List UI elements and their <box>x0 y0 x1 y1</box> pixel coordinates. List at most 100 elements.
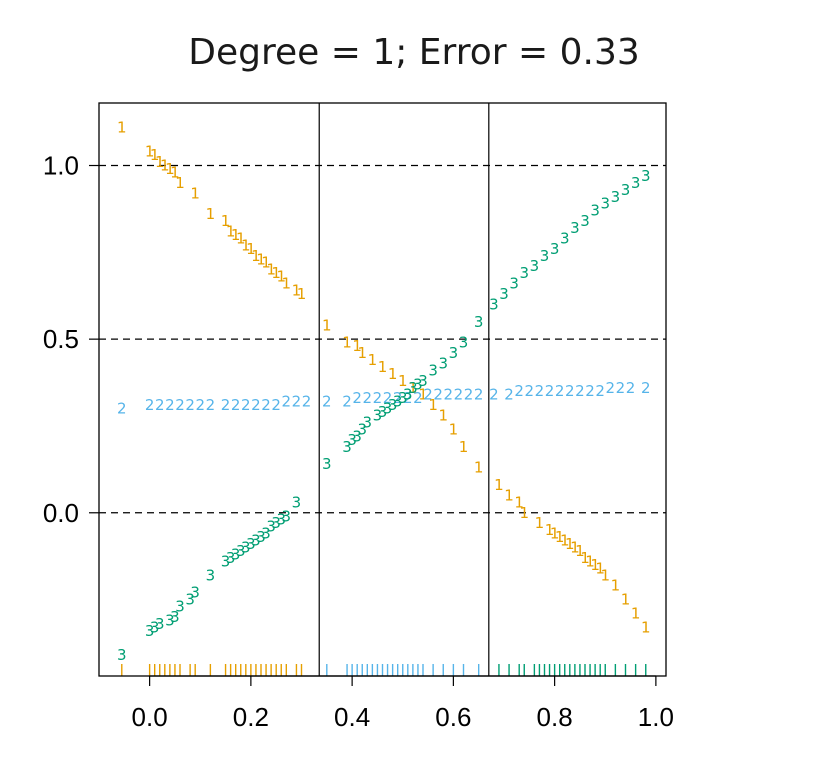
data-point-1: 1 <box>206 205 216 223</box>
data-point-1: 1 <box>631 604 641 622</box>
data-point-1: 1 <box>600 566 610 584</box>
data-point-2: 2 <box>433 386 443 404</box>
data-point-3: 3 <box>621 181 631 199</box>
data-point-3: 3 <box>378 403 388 421</box>
grid-lines <box>99 164 666 514</box>
data-point-1: 1 <box>459 438 469 456</box>
data-point-3: 3 <box>276 511 286 529</box>
data-point-3: 3 <box>530 257 540 275</box>
x-tick-label: 0.0 <box>132 702 168 732</box>
data-point-1: 1 <box>342 334 352 352</box>
data-point-3: 3 <box>117 646 127 664</box>
data-point-2: 2 <box>514 382 524 400</box>
data-point-3: 3 <box>590 202 600 220</box>
data-point-2: 2 <box>423 386 433 404</box>
data-point-1: 1 <box>145 143 155 161</box>
data-point-3: 3 <box>241 539 251 557</box>
data-point-2: 2 <box>195 396 205 414</box>
data-point-1: 1 <box>266 261 276 279</box>
data-point-2: 2 <box>393 389 403 407</box>
data-point-1: 1 <box>226 222 236 240</box>
data-point-3: 3 <box>150 618 160 636</box>
data-point-1: 1 <box>292 282 302 300</box>
data-point-1: 1 <box>117 118 127 136</box>
data-point-1: 1 <box>388 365 398 383</box>
data-point-2: 2 <box>464 386 474 404</box>
data-point-2: 2 <box>117 400 127 418</box>
data-point-1: 1 <box>428 396 438 414</box>
data-point-1: 1 <box>535 514 545 532</box>
data-point-1: 1 <box>276 268 286 286</box>
data-point-2: 2 <box>413 389 423 407</box>
data-point-3: 3 <box>373 407 383 425</box>
data-point-3: 3 <box>388 396 398 414</box>
data-point-1: 1 <box>231 226 241 244</box>
data-point-2: 2 <box>575 382 585 400</box>
data-point-3: 3 <box>611 188 621 206</box>
data-point-1: 1 <box>418 386 428 404</box>
data-point-2: 2 <box>231 396 241 414</box>
data-point-2: 2 <box>585 382 595 400</box>
data-point-1: 1 <box>282 275 292 293</box>
data-point-3: 3 <box>403 386 413 404</box>
data-point-1: 1 <box>585 552 595 570</box>
region-divider-lines <box>318 103 490 676</box>
data-point-3: 3 <box>246 535 256 553</box>
data-point-3: 3 <box>251 532 261 550</box>
data-point-2: 2 <box>206 396 216 414</box>
data-point-3: 3 <box>266 518 276 536</box>
data-point-1: 1 <box>256 250 266 268</box>
data-point-2: 2 <box>363 389 373 407</box>
data-point-3: 3 <box>408 379 418 397</box>
data-point-1: 1 <box>378 358 388 376</box>
data-point-3: 3 <box>165 611 175 629</box>
data-point-1: 1 <box>190 184 200 202</box>
data-point-3: 3 <box>185 591 195 609</box>
data-point-3: 3 <box>145 622 155 640</box>
data-point-3: 3 <box>231 545 241 563</box>
data-point-1: 1 <box>398 372 408 390</box>
data-point-3: 3 <box>418 372 428 390</box>
y-tick-label: 1.0 <box>43 151 79 181</box>
data-point-1: 1 <box>322 316 332 334</box>
data-point-3: 3 <box>449 344 459 362</box>
data-point-3: 3 <box>342 438 352 456</box>
data-point-2: 2 <box>616 379 626 397</box>
data-point-1: 1 <box>221 212 231 230</box>
data-point-2: 2 <box>545 382 555 400</box>
data-point-2: 2 <box>383 389 393 407</box>
data-point-2: 2 <box>271 396 281 414</box>
data-point-2: 2 <box>322 393 332 411</box>
data-point-2: 2 <box>302 393 312 411</box>
data-point-2: 2 <box>535 382 545 400</box>
data-point-3: 3 <box>175 598 185 616</box>
data-point-1: 1 <box>368 351 378 369</box>
data-point-3: 3 <box>236 542 246 560</box>
data-point-2: 2 <box>474 386 484 404</box>
data-point-2: 2 <box>626 379 636 397</box>
data-point-1: 1 <box>175 174 185 192</box>
chart-title: Degree = 1; Error = 0.33 <box>188 32 640 73</box>
data-point-1: 1 <box>555 528 565 546</box>
data-point-1: 1 <box>352 337 362 355</box>
data-point-3: 3 <box>155 615 165 633</box>
data-point-2: 2 <box>606 379 616 397</box>
data-point-1: 1 <box>150 146 160 164</box>
data-point-3: 3 <box>540 247 550 265</box>
data-point-3: 3 <box>206 566 216 584</box>
x-tick-label: 0.6 <box>435 702 471 732</box>
data-point-1: 1 <box>560 532 570 550</box>
data-point-3: 3 <box>413 375 423 393</box>
data-point-1: 1 <box>357 344 367 362</box>
data-point-3: 3 <box>489 295 499 313</box>
data-point-3: 3 <box>226 549 236 567</box>
data-point-3: 3 <box>261 525 271 543</box>
data-point-1: 1 <box>611 577 621 595</box>
data-point-3: 3 <box>550 240 560 258</box>
data-point-3: 3 <box>170 608 180 626</box>
data-point-1: 1 <box>165 160 175 178</box>
data-point-1: 1 <box>514 493 524 511</box>
data-point-1: 1 <box>575 542 585 560</box>
data-point-2: 2 <box>352 389 362 407</box>
